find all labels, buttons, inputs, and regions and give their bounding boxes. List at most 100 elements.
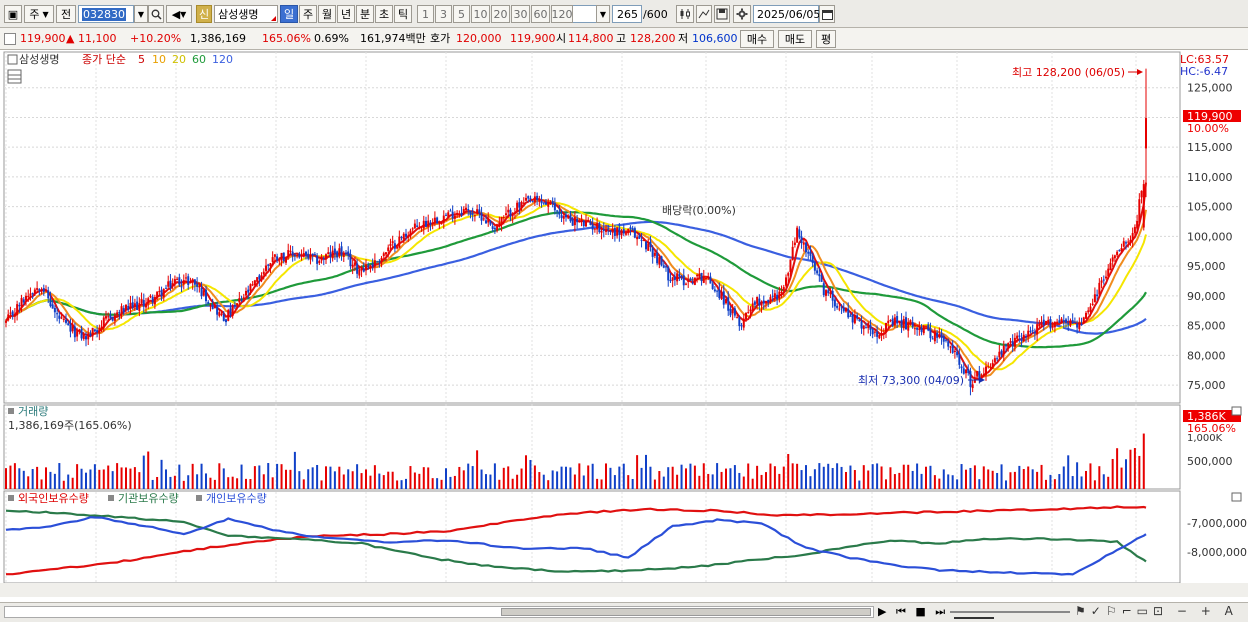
market-select[interactable]: 주 ▼ [24, 5, 54, 23]
scrollbar-thumb[interactable] [501, 608, 871, 616]
count-input[interactable]: 265 [612, 5, 642, 23]
scrollbar-track[interactable] [4, 606, 874, 618]
candle-body [389, 243, 392, 246]
legend-ma5: 5 [138, 53, 145, 66]
period-button-3[interactable]: 년 [337, 5, 355, 23]
volume-bar [1080, 476, 1083, 489]
volume-bar [471, 466, 474, 489]
volume-bar [236, 478, 239, 489]
holding-panel-close[interactable] [1231, 492, 1242, 502]
code-dropdown-icon[interactable]: ▼ [134, 5, 148, 23]
interval-button-3[interactable]: 10 [471, 5, 490, 23]
volume-bar [133, 467, 136, 489]
interval-button-0[interactable]: 1 [417, 5, 434, 23]
candle-body [1047, 319, 1050, 322]
volume-bar [538, 472, 541, 489]
candle-body [845, 308, 847, 312]
interval-dropdown-icon[interactable]: ▼ [596, 5, 610, 23]
code-input[interactable]: 032830 [78, 5, 134, 23]
volume-panel-close[interactable] [1231, 406, 1242, 416]
candle-body [585, 220, 587, 227]
interval-button-1[interactable]: 3 [435, 5, 452, 23]
ma60-line [5, 211, 1147, 349]
interval-button-6[interactable]: 60 [531, 5, 550, 23]
volume-bar [485, 474, 487, 489]
candle-body [473, 215, 476, 217]
volume-bar [178, 464, 181, 489]
open-label: 시 [556, 32, 567, 45]
candle-body [816, 270, 819, 274]
candle-body [993, 358, 996, 363]
period-button-0[interactable]: 일 [280, 5, 298, 23]
volume-bar [556, 471, 559, 489]
table-icon[interactable] [7, 69, 22, 84]
candle-body [822, 283, 825, 296]
candle-body [1051, 325, 1054, 328]
buy-button[interactable]: 매수 [740, 30, 774, 48]
gear-icon[interactable] [733, 5, 751, 23]
candle-body [542, 202, 545, 204]
date-input[interactable]: 2025/06/05 [753, 5, 820, 23]
search-icon[interactable] [148, 5, 164, 23]
volume-bar [200, 463, 203, 489]
volume-bar [809, 476, 812, 489]
period-button-6[interactable]: 틱 [394, 5, 412, 23]
volume-bar [27, 476, 30, 489]
avg-button[interactable]: 평 [816, 30, 836, 48]
candle-body [336, 251, 339, 258]
period-button-4[interactable]: 분 [356, 5, 374, 23]
candle-body [789, 259, 792, 273]
candle-body [96, 330, 99, 333]
volume-bar [618, 466, 621, 489]
zoom-slider-thumb[interactable] [954, 605, 994, 619]
volume-bar [796, 463, 799, 489]
volume-bar [898, 472, 901, 489]
turnover-rate: 0.69% [314, 32, 349, 45]
candle-body [862, 325, 865, 330]
candle-body [1007, 342, 1010, 348]
nav-buttons[interactable]: ▶ ⏮ ■ ⏭ [878, 605, 949, 618]
ask-price: 120,000 [456, 32, 502, 45]
candle-body [518, 202, 521, 208]
speaker-icon[interactable]: ◀ ▼ [166, 5, 192, 23]
calendar-icon[interactable] [819, 5, 835, 23]
save-icon[interactable] [714, 5, 730, 23]
prev-button[interactable]: 전 [56, 5, 76, 23]
candle-body [1080, 324, 1083, 326]
volume-bar [5, 468, 7, 489]
sell-button[interactable]: 매도 [778, 30, 812, 48]
interval-button-5[interactable]: 30 [511, 5, 530, 23]
candle-body [91, 327, 94, 337]
candle-body [318, 260, 321, 264]
candle-body [856, 315, 859, 319]
candle-body [1089, 306, 1092, 312]
volume-bar [711, 474, 714, 489]
draw-line-icon[interactable] [696, 5, 712, 23]
candle-body [560, 215, 563, 219]
candle-body [740, 325, 743, 327]
stock-chart[interactable]: 125,000 115,000 110,000 105,000 100,000 95,00… [0, 50, 1248, 602]
interval-button-2[interactable]: 5 [453, 5, 470, 23]
candle-body [387, 247, 390, 252]
candle-body [1102, 279, 1105, 281]
candle-body [80, 328, 83, 339]
window-menu-icon[interactable]: ▣ [4, 5, 22, 23]
volume-bar [933, 475, 936, 489]
period-button-5[interactable]: 초 [375, 5, 393, 23]
chart-tools[interactable]: ⚑✓⚐⌐▭⊡ − + A [1075, 604, 1238, 618]
candle-body [240, 299, 243, 301]
zoom-slider[interactable] [950, 605, 1070, 619]
interval-button-4[interactable]: 20 [491, 5, 510, 23]
period-button-2[interactable]: 월 [318, 5, 336, 23]
expand-icon[interactable] [4, 33, 16, 45]
volume-bar [160, 459, 163, 489]
candle-body [742, 318, 745, 328]
legend-checkbox[interactable] [7, 54, 18, 65]
candle-body [591, 224, 594, 230]
candle-type-icon[interactable] [676, 5, 694, 23]
volume-bar [67, 474, 70, 489]
interval-button-7[interactable]: 120 [551, 5, 573, 23]
candle-body [469, 210, 472, 216]
period-button-1[interactable]: 주 [299, 5, 317, 23]
low-price: 106,600 [692, 32, 738, 45]
